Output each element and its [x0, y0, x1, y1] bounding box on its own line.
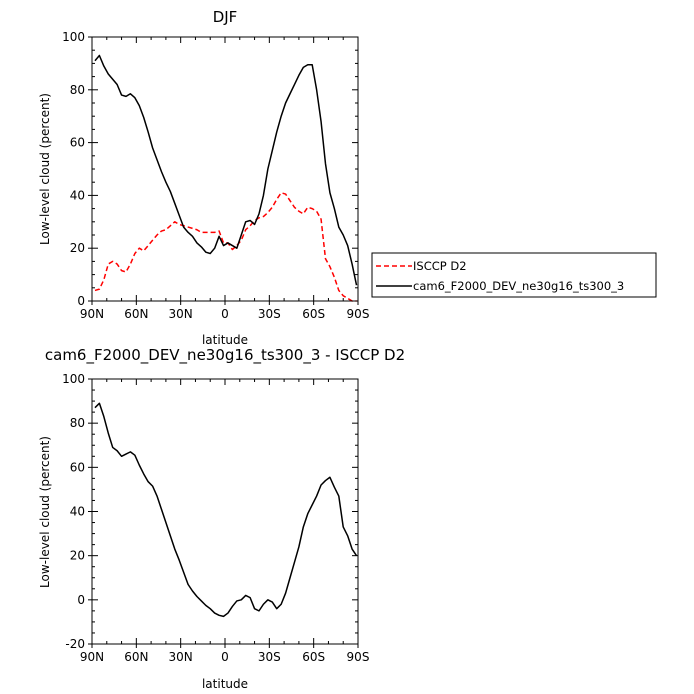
- y-tick-label: 20: [70, 549, 85, 563]
- y-tick-label: 20: [70, 241, 85, 255]
- x-tick-labels-bottom: 90N 60N 30N 0 30S 60S 90S: [80, 650, 370, 664]
- x-tick-label: 30N: [169, 650, 193, 664]
- series-line-isccp-d2: [94, 192, 357, 302]
- y-tick-label: 80: [70, 416, 85, 430]
- y-tick-label: 0: [77, 593, 85, 607]
- panel-top: DJF Low-level cloud (percent) latitude 9…: [38, 8, 369, 347]
- plot-frame-top: [91, 36, 359, 302]
- y-tick-label: 100: [62, 30, 85, 44]
- legend-label-isccp: ISCCP D2: [413, 259, 467, 273]
- x-tick-label: 60S: [302, 650, 325, 664]
- x-tick-label: 30S: [258, 307, 281, 321]
- x-tick-label: 0: [221, 650, 229, 664]
- axes-ticks-bottom: [88, 378, 359, 648]
- x-tick-label: 90N: [80, 650, 104, 664]
- axes-ticks-top: [88, 36, 359, 305]
- x-tick-label: 60S: [302, 307, 325, 321]
- y-tick-label: 100: [62, 372, 85, 386]
- x-tick-label: 60N: [124, 307, 148, 321]
- x-tick-label: 30S: [258, 650, 281, 664]
- legend-label-cam6: cam6_F2000_DEV_ne30g16_ts300_3: [413, 279, 624, 293]
- y-axis-label-top: Low-level cloud (percent): [38, 93, 52, 245]
- y-tick-label: -20: [65, 637, 85, 651]
- y-tick-label: 0: [77, 294, 85, 308]
- legend-box: [371, 252, 657, 298]
- chart-title-bottom: cam6_F2000_DEV_ne30g16_ts300_3 - ISCCP D…: [45, 346, 405, 365]
- x-tick-label: 30N: [169, 307, 193, 321]
- legend: ISCCP D2 cam6_F2000_DEV_ne30g16_ts300_3: [371, 252, 657, 298]
- panel-bottom: cam6_F2000_DEV_ne30g16_ts300_3 - ISCCP D…: [38, 346, 405, 691]
- plot-frame-bottom: [91, 378, 359, 645]
- x-axis-label-top: latitude: [202, 333, 248, 347]
- y-tick-label: 80: [70, 83, 85, 97]
- y-tick-labels-bottom: -20 0 20 40 60 80 100: [62, 372, 85, 651]
- series-line-diff-0: [94, 402, 358, 618]
- y-tick-label: 60: [70, 136, 85, 150]
- y-tick-label: 40: [70, 505, 85, 519]
- y-axis-label-bottom: Low-level cloud (percent): [38, 436, 52, 588]
- x-axis-label-bottom: latitude: [202, 677, 248, 691]
- y-tick-labels-top: 0 20 40 60 80 100: [62, 30, 85, 308]
- y-tick-label: 60: [70, 460, 85, 474]
- chart-title-top: DJF: [213, 8, 238, 26]
- series-group-bottom: [94, 402, 358, 618]
- x-tick-labels-top: 90N 60N 30N 0 30S 60S 90S: [80, 307, 370, 321]
- x-tick-label: 90S: [347, 307, 370, 321]
- x-tick-label: 90S: [347, 650, 370, 664]
- x-tick-label: 60N: [124, 650, 148, 664]
- x-tick-label: 0: [221, 307, 229, 321]
- series-line-cam6-f2000-dev-ne30g16-ts300-3: [94, 54, 358, 286]
- x-tick-label: 90N: [80, 307, 104, 321]
- series-group-top: [94, 54, 358, 302]
- y-tick-label: 40: [70, 188, 85, 202]
